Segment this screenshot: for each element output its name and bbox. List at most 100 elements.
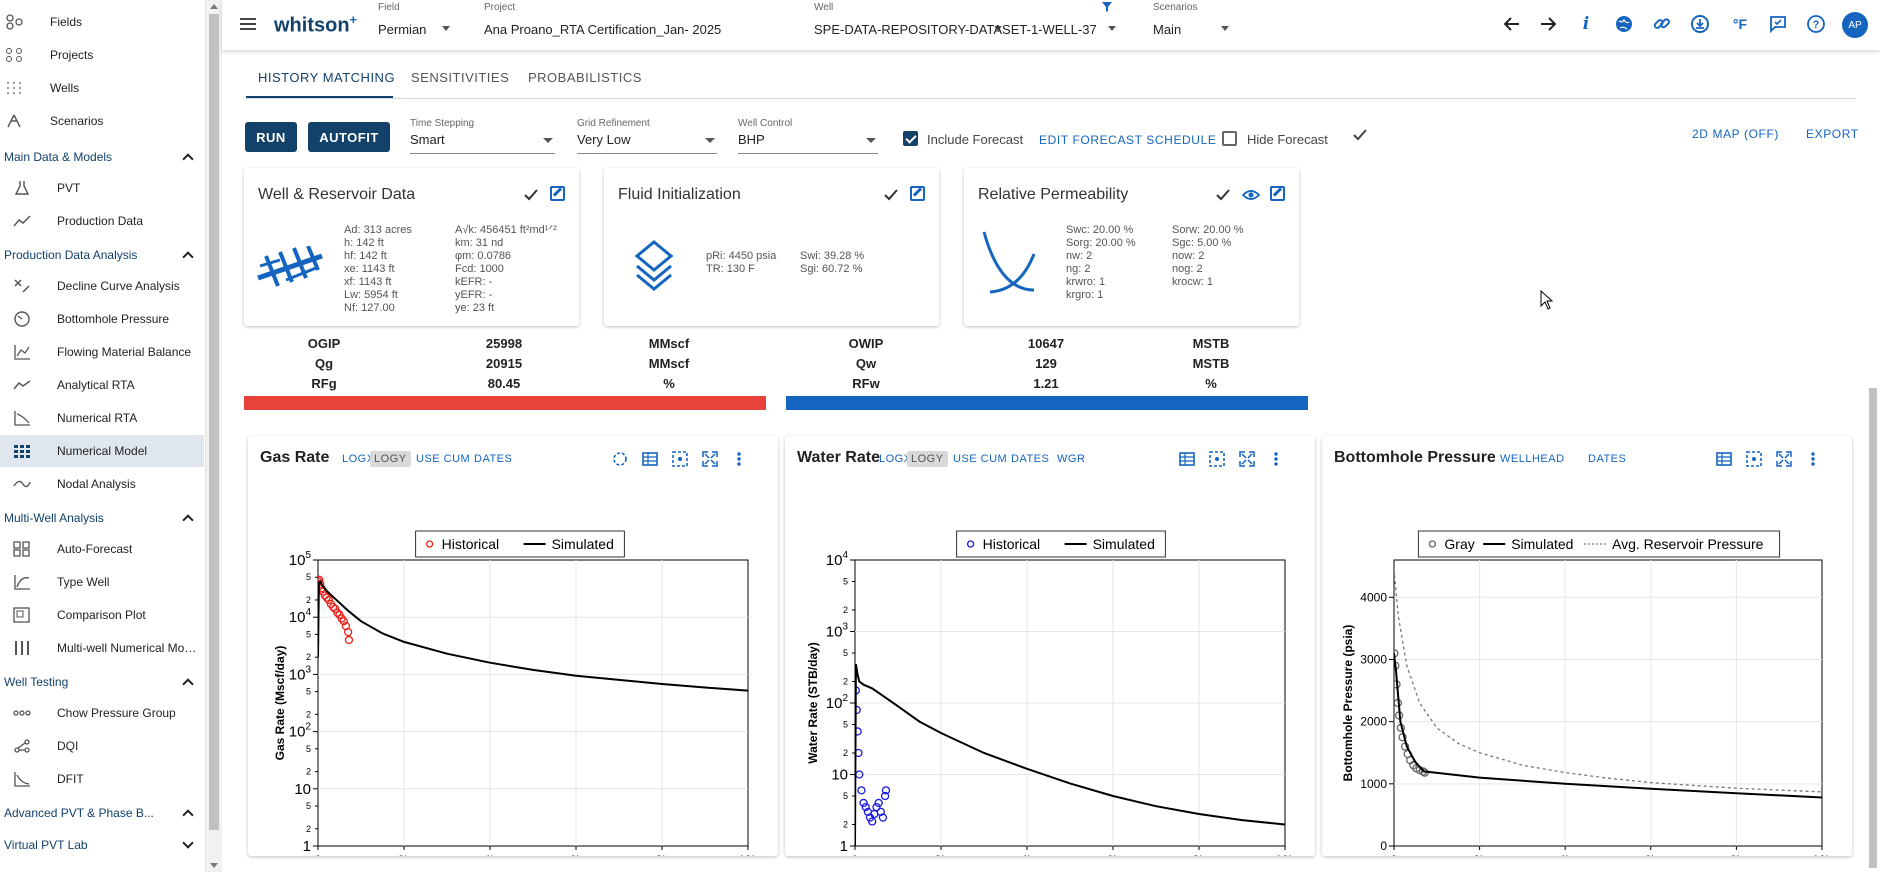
sidebar-item-auto-forecast[interactable]: Auto-Forecast (0, 533, 204, 565)
download-icon[interactable] (1688, 12, 1712, 36)
sidebar-item-decline-curve-analysis[interactable]: Decline Curve Analysis (0, 270, 204, 302)
legend-label: Historical (983, 536, 1041, 552)
sidebar-scroll-thumb[interactable] (209, 14, 219, 830)
edit-icon[interactable] (910, 186, 925, 201)
chart-toggle-logx[interactable]: LOGX (342, 453, 375, 465)
fullscreen-icon[interactable] (1236, 448, 1258, 470)
tab-history-matching[interactable]: HISTORY MATCHING (258, 70, 396, 85)
sidebar-item-label: Numerical RTA (57, 411, 138, 425)
info-icon[interactable]: i (1582, 14, 1590, 34)
sidebar-item-analytical-rta[interactable]: Analytical RTA (0, 369, 204, 401)
table-icon[interactable] (1713, 448, 1735, 470)
avatar[interactable]: AP (1842, 12, 1868, 38)
sidebar-item-numerical-model[interactable]: Numerical Model (0, 435, 204, 467)
sidebar-item-multi-well-numerical-mod[interactable]: Multi-well Numerical Mod... (0, 632, 204, 664)
edit-icon[interactable] (550, 186, 565, 201)
main-scroll-thumb[interactable] (1869, 388, 1877, 868)
chart-toggle-wellhead[interactable]: WELLHEAD (1500, 453, 1565, 465)
export-button[interactable]: EXPORT (1806, 127, 1859, 141)
chart-toggle-use-cum[interactable]: USE CUM (953, 453, 1008, 465)
sidebar-section-virtual-pvt-lab[interactable]: Virtual PVT Lab (0, 830, 204, 860)
sidebar-item-production-data[interactable]: Production Data (0, 205, 204, 237)
autofit-button[interactable]: AUTOFIT (308, 122, 390, 152)
param-row: krwro: 1 (1066, 276, 1106, 288)
zoom-icon[interactable] (1743, 448, 1765, 470)
x-tick-label: 6k (570, 853, 584, 856)
relative-permeability-card[interactable]: Relative Permeability Swc: 20.00 % Sorg: … (964, 168, 1299, 326)
grid-refinement-label: Grid Refinement (577, 118, 650, 129)
sidebar-section-well-testing[interactable]: Well Testing (0, 667, 204, 697)
sidebar-item-wells[interactable]: Wells (0, 72, 204, 104)
scroll-down-arrow-icon[interactable] (210, 863, 218, 868)
link-icon[interactable] (1650, 12, 1674, 36)
sidebar-item-numerical-rta[interactable]: Numerical RTA (0, 402, 204, 434)
fluid-initialization-card[interactable]: Fluid Initialization pRi: 4450 psia TR: 1… (604, 168, 939, 326)
eye-icon[interactable] (1242, 186, 1260, 204)
sidebar-item-type-well[interactable]: Type Well (0, 566, 204, 598)
chart-toggle-logx[interactable]: LOGX (879, 453, 912, 465)
sidebar-section-production-data-analysis[interactable]: Production Data Analysis (0, 240, 204, 270)
trend-icon (12, 211, 32, 231)
time-stepping-select[interactable]: Time Stepping Smart (410, 118, 555, 154)
sidebar-item-pvt[interactable]: PVT (0, 172, 204, 204)
chart-toggle-wgr[interactable]: WGR (1057, 453, 1086, 465)
tab-probabilistics[interactable]: PROBABILISTICS (528, 70, 642, 85)
scenarios-select[interactable]: Scenarios Main (1153, 0, 1233, 50)
sidebar-item-fields[interactable]: Fields (0, 6, 204, 38)
sidebar-section-advanced-pvt-phase-b[interactable]: Advanced PVT & Phase B... (0, 798, 204, 828)
zoom-icon[interactable] (669, 448, 691, 470)
temperature-unit-toggle[interactable]: °F (1732, 16, 1748, 32)
zoom-icon[interactable] (1206, 448, 1228, 470)
filter-icon[interactable] (1102, 2, 1112, 12)
sidebar-item-dfit[interactable]: DFIT (0, 763, 204, 795)
more-menu-icon[interactable] (1802, 448, 1824, 470)
chart-toggle-use-cum[interactable]: USE CUM (416, 453, 471, 465)
sidebar-item-dqi[interactable]: DQI (0, 730, 204, 762)
2d-map-toggle-button[interactable]: 2D MAP (OFF) (1692, 127, 1779, 141)
run-button[interactable]: RUN (245, 122, 297, 152)
sidebar-item-nodal-analysis[interactable]: Nodal Analysis (0, 468, 204, 500)
chart-toggle-logy[interactable]: LOGY (907, 451, 948, 467)
fullscreen-icon[interactable] (1773, 448, 1795, 470)
edit-icon[interactable] (1270, 186, 1285, 201)
include-forecast-checkbox[interactable] (903, 131, 918, 146)
chart-toggle-dates[interactable]: DATES (474, 453, 513, 465)
hamburger-menu-icon[interactable] (236, 12, 260, 36)
grid-refinement-select[interactable]: Grid Refinement Very Low (577, 118, 717, 154)
lasso-select-icon[interactable] (609, 448, 631, 470)
chart-toggle-logy[interactable]: LOGY (370, 451, 411, 467)
help-icon[interactable]: ? (1804, 12, 1828, 36)
edit-forecast-schedule-button[interactable]: EDIT FORECAST SCHEDULE (1039, 133, 1217, 147)
forward-arrow-icon[interactable] (1536, 12, 1560, 36)
sidebar-item-bottomhole-pressure[interactable]: Bottomhole Pressure (0, 303, 204, 335)
well-control-select[interactable]: Well Control BHP (738, 118, 878, 154)
well-select[interactable]: Well SPE-DATA-REPOSITORY-DATASET-1-WELL-… (814, 0, 1144, 50)
tab-sensitivities[interactable]: SENSITIVITIES (411, 70, 510, 85)
sidebar-scrollbar[interactable] (206, 0, 222, 872)
hide-forecast-checkbox[interactable] (1222, 131, 1237, 146)
scroll-up-arrow-icon[interactable] (210, 4, 218, 9)
sidebar-item-chow-pressure-group[interactable]: Chow Pressure Group (0, 697, 204, 729)
chevron-down-icon (442, 26, 450, 31)
main-scrollbar[interactable] (1866, 340, 1880, 870)
sidebar-section-multi-well-analysis[interactable]: Multi-Well Analysis (0, 503, 204, 533)
back-arrow-icon[interactable] (1500, 12, 1524, 36)
project-select[interactable]: Project Ana Proano_RTA Certification_Jan… (484, 0, 1002, 50)
fullscreen-icon[interactable] (699, 448, 721, 470)
more-menu-icon[interactable] (1265, 448, 1287, 470)
chart-toggle-dates[interactable]: DATES (1011, 453, 1050, 465)
feedback-icon[interactable] (1766, 12, 1790, 36)
sidebar-item-projects[interactable]: Projects (0, 39, 204, 71)
chart-toggle-dates[interactable]: DATES (1588, 453, 1627, 465)
sidebar-item-scenarios[interactable]: Scenarios (0, 105, 204, 137)
app-logo: whitson+ (274, 12, 357, 38)
well-reservoir-card[interactable]: Well & Reservoir Data Ad: 313 acres h: 14… (244, 168, 579, 326)
globe-icon[interactable] (1612, 12, 1636, 36)
sidebar-item-comparison-plot[interactable]: Comparison Plot (0, 599, 204, 631)
more-menu-icon[interactable] (728, 448, 750, 470)
table-icon[interactable] (1176, 448, 1198, 470)
sidebar-section-main-data-models[interactable]: Main Data & Models (0, 142, 204, 172)
table-icon[interactable] (639, 448, 661, 470)
field-select[interactable]: Field Permian (378, 0, 454, 50)
sidebar-item-flowing-material-balance[interactable]: Flowing Material Balance (0, 336, 204, 368)
